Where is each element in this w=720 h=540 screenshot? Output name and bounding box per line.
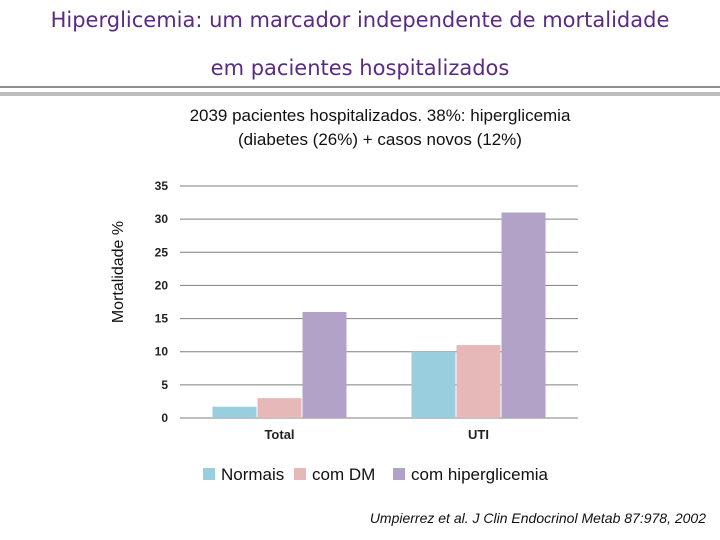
legend-swatch (393, 468, 405, 480)
bar-com-dm-uti (456, 345, 501, 418)
x-tick-label: UTI (468, 427, 489, 442)
y-tick-label: 30 (155, 212, 169, 226)
y-axis-label: Mortalidade % (110, 220, 127, 324)
bar-com-dm-total (257, 398, 302, 418)
slide-title-line2: em pacientes hospitalizados (210, 56, 510, 80)
y-tick-label: 5 (161, 378, 168, 392)
legend-label: com DM (312, 465, 375, 484)
slide-title-line1: Hiperglicemia: um marcador independente … (50, 8, 670, 32)
y-tick-label: 25 (155, 245, 169, 259)
y-tick-label: 15 (155, 312, 169, 326)
bar-normais-total (212, 406, 257, 418)
x-tick-label: Total (264, 427, 294, 442)
bar-com-hiperglicemia-uti (501, 212, 546, 418)
citation: Umpierrez et al. J Clin Endocrinol Metab… (369, 510, 706, 526)
legend-swatch (294, 468, 306, 480)
bar-com-hiperglicemia-total (302, 311, 347, 418)
y-tick-label: 10 (155, 345, 169, 359)
legend-label: Normais (221, 465, 284, 484)
title-divider (0, 86, 720, 88)
y-tick-label: 0 (161, 411, 168, 425)
legend-label: com hiperglicemia (411, 465, 549, 484)
chart-subtitle-line2: (diabetes (26%) + casos novos (12%) (238, 130, 522, 149)
title-divider-shadow (0, 92, 720, 96)
legend-swatch (203, 468, 215, 480)
bar-normais-uti (411, 351, 456, 418)
y-tick-label: 20 (155, 278, 169, 292)
y-tick-label: 35 (155, 179, 169, 193)
chart-subtitle-line1: 2039 pacientes hospitalizados. 38%: hipe… (189, 106, 571, 125)
